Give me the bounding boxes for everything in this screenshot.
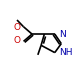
Text: N: N: [59, 30, 66, 39]
Text: NH: NH: [59, 48, 72, 57]
Text: O: O: [14, 36, 21, 45]
Text: O: O: [14, 23, 21, 32]
